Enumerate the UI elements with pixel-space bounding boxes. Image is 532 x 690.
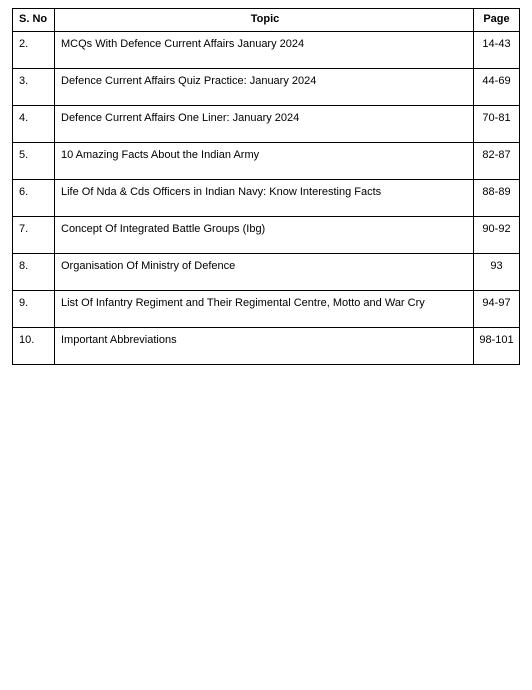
table-row: 5. 10 Amazing Facts About the Indian Arm… xyxy=(13,143,520,180)
table-row: 10. Important Abbreviations 98-101 xyxy=(13,328,520,365)
table-row: 2. MCQs With Defence Current Affairs Jan… xyxy=(13,32,520,69)
table-row: 3. Defence Current Affairs Quiz Practice… xyxy=(13,69,520,106)
cell-sno: 9. xyxy=(13,291,55,328)
cell-page: 88-89 xyxy=(474,180,520,217)
cell-page: 70-81 xyxy=(474,106,520,143)
cell-topic: Important Abbreviations xyxy=(55,328,474,365)
cell-topic: Concept Of Integrated Battle Groups (Ibg… xyxy=(55,217,474,254)
cell-sno: 4. xyxy=(13,106,55,143)
cell-page: 14-43 xyxy=(474,32,520,69)
cell-page: 93 xyxy=(474,254,520,291)
header-page: Page xyxy=(474,9,520,32)
cell-sno: 8. xyxy=(13,254,55,291)
cell-sno: 2. xyxy=(13,32,55,69)
table-row: 7. Concept Of Integrated Battle Groups (… xyxy=(13,217,520,254)
cell-page: 82-87 xyxy=(474,143,520,180)
cell-sno: 5. xyxy=(13,143,55,180)
cell-topic: 10 Amazing Facts About the Indian Army xyxy=(55,143,474,180)
cell-page: 44-69 xyxy=(474,69,520,106)
table-row: 6. Life Of Nda & Cds Officers in Indian … xyxy=(13,180,520,217)
cell-topic: Defence Current Affairs One Liner: Janua… xyxy=(55,106,474,143)
cell-sno: 3. xyxy=(13,69,55,106)
cell-topic: List Of Infantry Regiment and Their Regi… xyxy=(55,291,474,328)
table-row: 9. List Of Infantry Regiment and Their R… xyxy=(13,291,520,328)
cell-sno: 7. xyxy=(13,217,55,254)
table-row: 4. Defence Current Affairs One Liner: Ja… xyxy=(13,106,520,143)
cell-topic: MCQs With Defence Current Affairs Januar… xyxy=(55,32,474,69)
header-topic: Topic xyxy=(55,9,474,32)
cell-page: 90-92 xyxy=(474,217,520,254)
cell-page: 94-97 xyxy=(474,291,520,328)
cell-sno: 6. xyxy=(13,180,55,217)
header-row: S. No Topic Page xyxy=(13,9,520,32)
table-body: 2. MCQs With Defence Current Affairs Jan… xyxy=(13,32,520,365)
cell-page: 98-101 xyxy=(474,328,520,365)
cell-sno: 10. xyxy=(13,328,55,365)
contents-table: S. No Topic Page 2. MCQs With Defence Cu… xyxy=(12,8,520,365)
header-sno: S. No xyxy=(13,9,55,32)
cell-topic: Defence Current Affairs Quiz Practice: J… xyxy=(55,69,474,106)
table-row: 8. Organisation Of Ministry of Defence 9… xyxy=(13,254,520,291)
cell-topic: Life Of Nda & Cds Officers in Indian Nav… xyxy=(55,180,474,217)
cell-topic: Organisation Of Ministry of Defence xyxy=(55,254,474,291)
